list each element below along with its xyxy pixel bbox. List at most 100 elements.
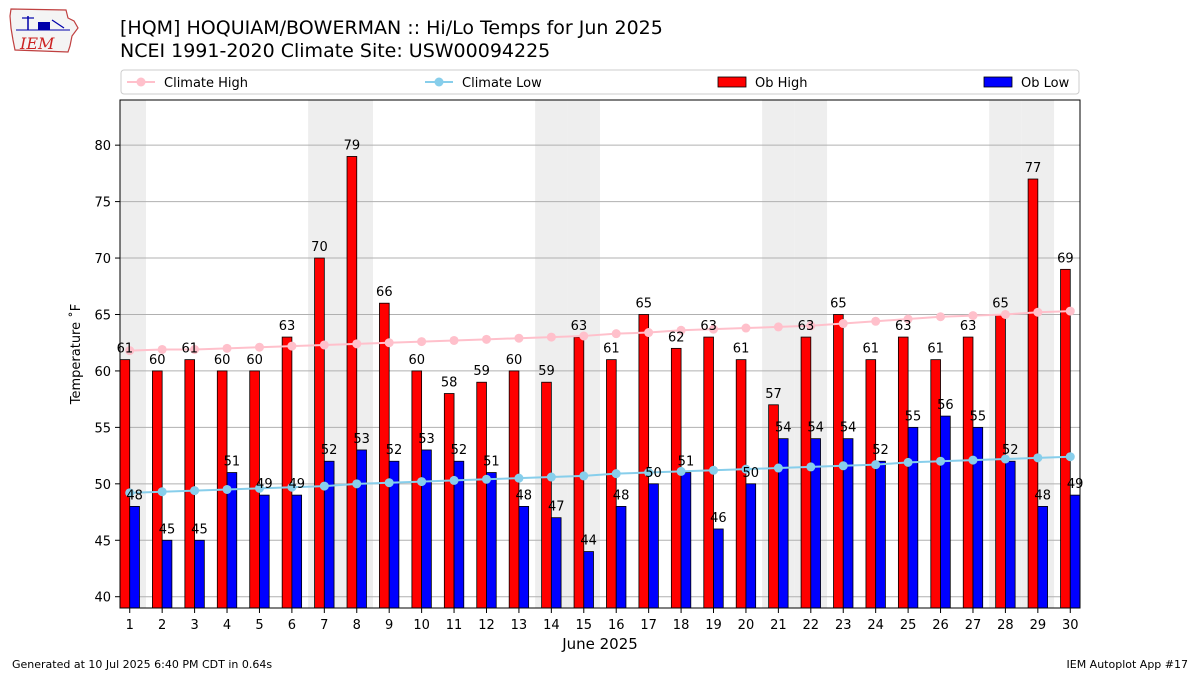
- climate-high-point: [871, 316, 881, 326]
- x-tick-label: 4: [223, 618, 231, 633]
- y-tick-label: 50: [94, 478, 111, 493]
- ob-high-label: 65: [992, 296, 1009, 311]
- ob-low-bar: [161, 539, 173, 609]
- ob-high-label: 61: [603, 342, 620, 357]
- ob-high-bar: [638, 314, 650, 609]
- x-tick-label: 16: [608, 618, 625, 633]
- climate-low-point: [871, 460, 881, 470]
- x-tick-label: 2: [158, 618, 166, 633]
- footer-app: IEM Autoplot App #17: [1066, 658, 1189, 671]
- y-tick-label: 70: [94, 252, 111, 267]
- climate-high-line: [129, 310, 1071, 352]
- climate-high-point: [676, 325, 686, 335]
- climate-low-point: [449, 475, 459, 485]
- climate-high-point: [481, 334, 491, 344]
- climate-low-point: [579, 471, 589, 481]
- ob-high-label: 58: [441, 376, 458, 391]
- climate-high-point: [773, 322, 783, 332]
- ob-high-label: 59: [473, 364, 490, 379]
- ob-low-bar: [680, 472, 692, 609]
- climate-low-point: [384, 478, 394, 488]
- climate-low-point: [1065, 452, 1075, 462]
- x-tick-label: 14: [543, 618, 560, 633]
- ob-low-bar: [615, 505, 627, 609]
- ob-low-label: 51: [224, 455, 241, 470]
- x-tick-label: 10: [413, 618, 430, 633]
- climate-low-point: [806, 462, 816, 472]
- ob-low-label: 46: [710, 511, 727, 526]
- ob-high-label: 65: [830, 296, 847, 311]
- ob-high-bar: [1027, 178, 1039, 609]
- legend-box: [120, 69, 1080, 95]
- ob-low-label: 49: [1067, 477, 1084, 492]
- ob-high-bar: [281, 336, 293, 609]
- ob-low-bar: [421, 449, 432, 609]
- climate-lines: [125, 306, 1075, 498]
- x-tick-label: 20: [738, 618, 755, 633]
- ob-high-label: 61: [927, 342, 944, 357]
- ob-low-label: 53: [353, 432, 370, 447]
- ob-low-label: 52: [386, 443, 403, 458]
- climate-low-point: [481, 474, 491, 484]
- ob-high-label: 61: [117, 342, 134, 357]
- ob-low-bar: [907, 426, 919, 609]
- legend-climate-low-marker: [434, 77, 444, 87]
- climate-high-point: [1000, 309, 1010, 319]
- climate-high-point: [157, 344, 167, 354]
- climate-high-point: [222, 343, 232, 353]
- ob-low-label: 45: [191, 522, 208, 537]
- ob-high-label: 60: [149, 353, 166, 368]
- ob-low-label: 54: [807, 421, 824, 436]
- ob-low-bar: [1069, 494, 1081, 609]
- climate-high-point: [611, 329, 621, 339]
- ob-low-label: 52: [1002, 443, 1019, 458]
- ob-low-label: 44: [580, 534, 597, 549]
- ob-low-bar: [259, 494, 270, 609]
- y-tick-label: 65: [94, 308, 111, 323]
- x-tick-label: 11: [446, 618, 463, 633]
- ob-low-label: 55: [970, 409, 987, 424]
- ob-low-label: 52: [451, 443, 468, 458]
- ob-low-bar: [291, 494, 303, 609]
- climate-high-point: [125, 346, 135, 356]
- ob-high-bar: [930, 359, 941, 609]
- climate-high-point: [417, 337, 427, 347]
- climate-high-point: [1065, 306, 1075, 316]
- ob-high-label: 60: [506, 353, 523, 368]
- x-tick-label: 6: [288, 618, 296, 633]
- x-tick-label: 21: [770, 618, 787, 633]
- ob-low-label: 54: [840, 421, 857, 436]
- chart-title: [HQM] HOQUIAM/BOWERMAN :: Hi/Lo Temps fo…: [120, 17, 663, 39]
- climate-low-point: [968, 455, 978, 465]
- climate-low-point: [773, 463, 783, 473]
- ob-high-label: 70: [311, 240, 328, 255]
- climate-low-point: [190, 486, 200, 496]
- ob-low-label: 54: [775, 421, 792, 436]
- x-axis-label: June 2025: [561, 635, 638, 653]
- ob-low-label: 47: [548, 500, 565, 515]
- x-tick-label: 30: [1062, 618, 1079, 633]
- ob-high-label: 79: [344, 138, 361, 153]
- ob-low-bar: [583, 551, 594, 609]
- ob-low-label: 48: [613, 488, 630, 503]
- ob-high-bar: [184, 359, 195, 609]
- x-tick-label: 7: [320, 618, 328, 633]
- ob-high-label: 63: [960, 319, 977, 334]
- climate-high-point: [806, 321, 816, 331]
- legend-climate-high-marker: [136, 77, 146, 87]
- climate-low-point: [319, 481, 329, 491]
- x-tick-label: 12: [478, 618, 495, 633]
- ob-low-label: 52: [872, 443, 889, 458]
- ob-high-bar: [119, 359, 131, 609]
- ob-low-bar: [745, 483, 757, 609]
- x-tick-label: 24: [867, 618, 884, 633]
- x-tick-label: 8: [353, 618, 361, 633]
- ob-low-bar: [356, 449, 367, 609]
- climate-low-point: [611, 469, 621, 479]
- legend-climate-high-label: Climate High: [164, 76, 248, 91]
- climate-low-point: [222, 484, 232, 494]
- climate-high-point: [838, 319, 848, 329]
- ob-low-bar: [194, 539, 205, 609]
- y-axis-label: Temperature ˚F: [68, 304, 84, 405]
- x-tick-label: 3: [190, 618, 198, 633]
